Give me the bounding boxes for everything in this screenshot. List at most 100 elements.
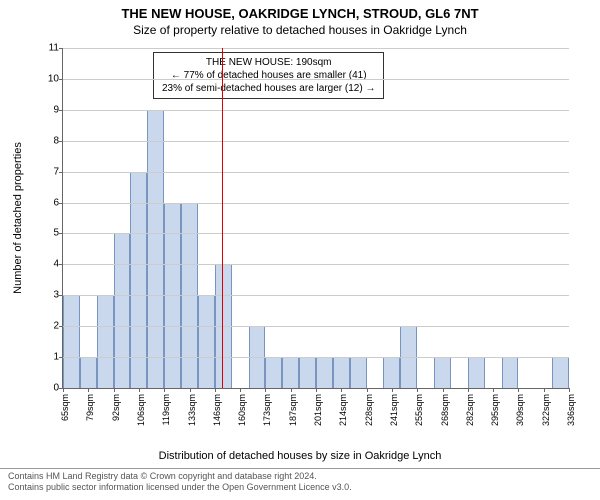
xtick-label: 255sqm xyxy=(414,394,424,444)
xtick-mark xyxy=(114,388,115,392)
ytick-label: 1 xyxy=(39,352,59,363)
xtick-mark xyxy=(518,388,519,392)
ytick-mark xyxy=(59,172,63,173)
ytick-label: 7 xyxy=(39,166,59,177)
bar xyxy=(97,295,114,388)
xtick-label: 79sqm xyxy=(85,394,95,444)
xtick-mark xyxy=(190,388,191,392)
xtick-mark xyxy=(63,388,64,392)
chart-container: THE NEW HOUSE, OAKRIDGE LYNCH, STROUD, G… xyxy=(0,0,600,500)
xtick-mark xyxy=(215,388,216,392)
chart-title-2: Size of property relative to detached ho… xyxy=(0,21,600,37)
xtick-label: 295sqm xyxy=(490,394,500,444)
xtick-mark xyxy=(544,388,545,392)
gridline xyxy=(63,110,569,111)
ytick-label: 9 xyxy=(39,104,59,115)
bars-layer xyxy=(63,48,569,388)
ytick-label: 2 xyxy=(39,321,59,332)
ytick-label: 3 xyxy=(39,290,59,301)
xtick-mark xyxy=(367,388,368,392)
xtick-mark xyxy=(139,388,140,392)
xtick-mark xyxy=(316,388,317,392)
bar xyxy=(468,357,485,388)
ytick-mark xyxy=(59,357,63,358)
footer: Contains HM Land Registry data © Crown c… xyxy=(0,468,600,496)
ytick-mark xyxy=(59,110,63,111)
xtick-label: 214sqm xyxy=(338,394,348,444)
bar xyxy=(316,357,333,388)
ytick-mark xyxy=(59,48,63,49)
xtick-label: 268sqm xyxy=(440,394,450,444)
bar xyxy=(282,357,299,388)
x-axis-label: Distribution of detached houses by size … xyxy=(0,450,600,462)
gridline xyxy=(63,295,569,296)
ytick-label: 0 xyxy=(39,383,59,394)
xtick-label: 228sqm xyxy=(364,394,374,444)
xtick-mark xyxy=(88,388,89,392)
ytick-label: 4 xyxy=(39,259,59,270)
bar xyxy=(114,233,131,388)
ytick-mark xyxy=(59,295,63,296)
ytick-label: 11 xyxy=(39,43,59,54)
footer-line-1: Contains HM Land Registry data © Crown c… xyxy=(8,471,592,483)
xtick-label: 187sqm xyxy=(288,394,298,444)
ytick-label: 5 xyxy=(39,228,59,239)
xtick-mark xyxy=(265,388,266,392)
bar xyxy=(333,357,350,388)
xtick-mark xyxy=(392,388,393,392)
xtick-mark xyxy=(291,388,292,392)
annotation-box: THE NEW HOUSE: 190sqm ← 77% of detached … xyxy=(153,52,384,99)
gridline xyxy=(63,357,569,358)
gridline xyxy=(63,141,569,142)
footer-line-2: Contains public sector information licen… xyxy=(8,482,592,494)
xtick-mark xyxy=(468,388,469,392)
bar xyxy=(198,295,215,388)
annotation-line-2: ← 77% of detached houses are smaller (41… xyxy=(162,69,375,82)
xtick-label: 146sqm xyxy=(212,394,222,444)
bar xyxy=(434,357,451,388)
gridline xyxy=(63,79,569,80)
xtick-label: 133sqm xyxy=(187,394,197,444)
chart-title-1: THE NEW HOUSE, OAKRIDGE LYNCH, STROUD, G… xyxy=(0,0,600,21)
gridline xyxy=(63,203,569,204)
xtick-label: 160sqm xyxy=(237,394,247,444)
ytick-label: 6 xyxy=(39,197,59,208)
bar xyxy=(147,110,164,388)
xtick-label: 282sqm xyxy=(465,394,475,444)
gridline xyxy=(63,48,569,49)
bar xyxy=(80,357,97,388)
bar xyxy=(63,295,80,388)
gridline xyxy=(63,326,569,327)
xtick-mark xyxy=(341,388,342,392)
bar xyxy=(350,357,367,388)
xtick-label: 92sqm xyxy=(111,394,121,444)
xtick-label: 241sqm xyxy=(389,394,399,444)
bar xyxy=(552,357,569,388)
marker-line xyxy=(222,48,223,388)
xtick-mark xyxy=(443,388,444,392)
ytick-mark xyxy=(59,326,63,327)
bar xyxy=(383,357,400,388)
annotation-line-1: THE NEW HOUSE: 190sqm xyxy=(162,56,375,69)
bar xyxy=(502,357,519,388)
ytick-label: 10 xyxy=(39,73,59,84)
xtick-label: 65sqm xyxy=(60,394,70,444)
xtick-label: 106sqm xyxy=(136,394,146,444)
ytick-label: 8 xyxy=(39,135,59,146)
xtick-mark xyxy=(164,388,165,392)
annotation-line-3: 23% of semi-detached houses are larger (… xyxy=(162,82,375,95)
xtick-mark xyxy=(417,388,418,392)
xtick-label: 336sqm xyxy=(566,394,576,444)
xtick-mark xyxy=(240,388,241,392)
plot-area: THE NEW HOUSE: 190sqm ← 77% of detached … xyxy=(62,48,569,389)
gridline xyxy=(63,233,569,234)
ytick-mark xyxy=(59,264,63,265)
xtick-label: 119sqm xyxy=(161,394,171,444)
xtick-label: 173sqm xyxy=(262,394,272,444)
bar xyxy=(265,357,282,388)
xtick-mark xyxy=(493,388,494,392)
bar xyxy=(299,357,316,388)
gridline xyxy=(63,172,569,173)
xtick-label: 322sqm xyxy=(541,394,551,444)
ytick-mark xyxy=(59,79,63,80)
